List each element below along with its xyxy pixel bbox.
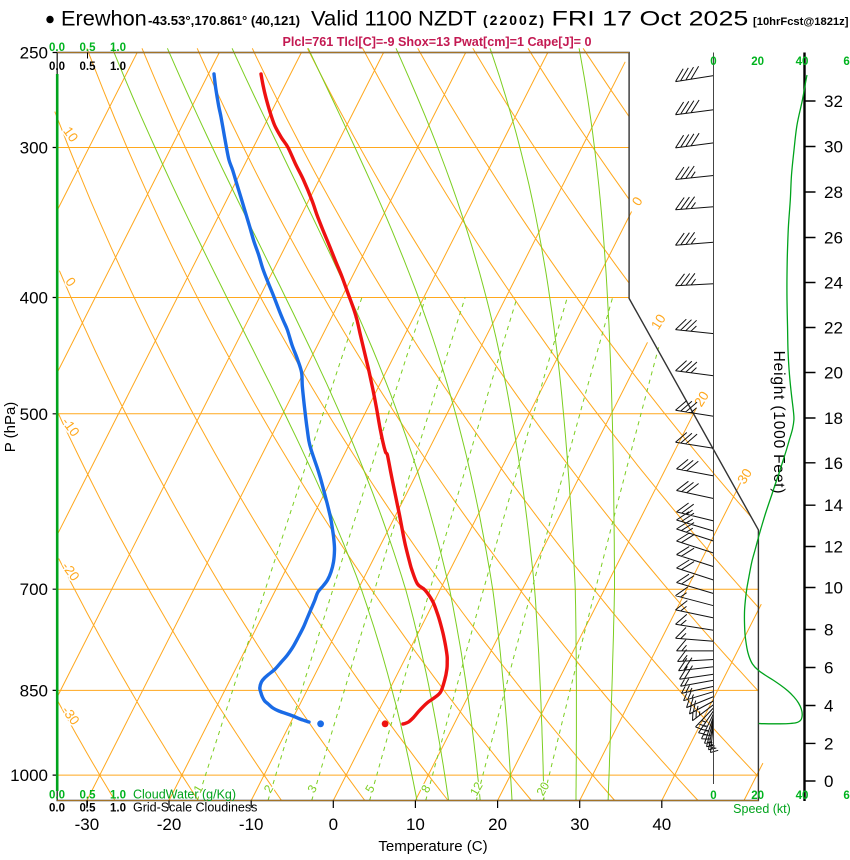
svg-text:16: 16 — [824, 454, 843, 473]
svg-text:40: 40 — [652, 815, 671, 834]
svg-text:10: 10 — [824, 579, 843, 598]
svg-text:20: 20 — [488, 815, 507, 834]
svg-text:4: 4 — [824, 697, 833, 716]
svg-text:60: 60 — [843, 790, 850, 802]
svg-text:20: 20 — [751, 790, 764, 802]
svg-text:-10: -10 — [239, 815, 264, 834]
svg-text:8: 8 — [824, 621, 833, 640]
svg-text:[10hrFcst@1821z]: [10hrFcst@1821z] — [753, 16, 849, 28]
svg-text:0.5: 0.5 — [80, 42, 97, 54]
svg-text:28: 28 — [824, 183, 843, 202]
svg-text:0: 0 — [329, 815, 338, 834]
svg-text:0.5: 0.5 — [80, 790, 97, 802]
svg-text:0.0: 0.0 — [49, 803, 65, 815]
svg-text:Valid 1100 NZDT: Valid 1100 NZDT — [311, 7, 477, 30]
svg-text:P (hPa): P (hPa) — [2, 402, 19, 453]
svg-text:6: 6 — [824, 659, 833, 678]
svg-text:1.0: 1.0 — [110, 790, 126, 802]
svg-text:26: 26 — [824, 229, 843, 248]
svg-text:32: 32 — [824, 92, 843, 111]
svg-text:Height (1000 Feet): Height (1000 Feet) — [770, 351, 787, 495]
svg-text:30: 30 — [824, 138, 843, 157]
svg-text:Plcl=761 Tlcl[C]=-9 Shox=13 Pw: Plcl=761 Tlcl[C]=-9 Shox=13 Pwat[cm]=1 C… — [282, 35, 591, 49]
svg-text:0.5: 0.5 — [80, 803, 97, 815]
svg-text:Temperature (C): Temperature (C) — [378, 838, 487, 855]
svg-text:700: 700 — [20, 580, 48, 599]
svg-text:40: 40 — [796, 56, 809, 68]
svg-text:1.0: 1.0 — [110, 42, 126, 54]
svg-text:-43.53°,170.861° (40,121): -43.53°,170.861° (40,121) — [148, 13, 300, 28]
svg-text:0.0: 0.0 — [49, 790, 65, 802]
svg-text:250: 250 — [20, 44, 48, 63]
svg-text:12: 12 — [824, 538, 843, 557]
svg-text:Speed (kt): Speed (kt) — [733, 802, 791, 816]
svg-text:CloudWater (g/Kg): CloudWater (g/Kg) — [133, 788, 236, 802]
svg-text:0: 0 — [710, 56, 716, 68]
svg-text:60: 60 — [843, 56, 850, 68]
svg-text:24: 24 — [824, 274, 843, 293]
svg-text:10: 10 — [406, 815, 425, 834]
svg-text:30: 30 — [570, 815, 589, 834]
svg-text:1.0: 1.0 — [110, 61, 126, 73]
svg-text:500: 500 — [20, 405, 48, 424]
svg-text:1000: 1000 — [10, 766, 48, 785]
svg-text:14: 14 — [824, 496, 843, 515]
svg-text:18: 18 — [824, 409, 843, 428]
svg-text:0: 0 — [824, 772, 833, 791]
svg-text:Erewhon: Erewhon — [61, 7, 147, 30]
svg-text:22: 22 — [824, 319, 843, 338]
svg-text:2: 2 — [824, 734, 833, 753]
svg-text:20: 20 — [751, 56, 764, 68]
svg-text:0.5: 0.5 — [80, 61, 97, 73]
svg-text:0.0: 0.0 — [49, 61, 65, 73]
svg-text:-20: -20 — [157, 815, 182, 834]
svg-text:40: 40 — [796, 790, 809, 802]
svg-text:(2200Z): (2200Z) — [483, 12, 546, 28]
svg-text:400: 400 — [20, 289, 48, 308]
svg-text:Grid-Scale Cloudiness: Grid-Scale Cloudiness — [133, 801, 257, 815]
svg-text:0: 0 — [710, 790, 716, 802]
svg-text:0.0: 0.0 — [49, 42, 65, 54]
svg-text:FRI 17 Oct 2025: FRI 17 Oct 2025 — [552, 7, 749, 30]
svg-text:-30: -30 — [75, 815, 100, 834]
svg-text:1.0: 1.0 — [110, 803, 126, 815]
svg-text:20: 20 — [824, 364, 843, 383]
svg-text:850: 850 — [20, 681, 48, 700]
svg-text:300: 300 — [20, 139, 48, 158]
